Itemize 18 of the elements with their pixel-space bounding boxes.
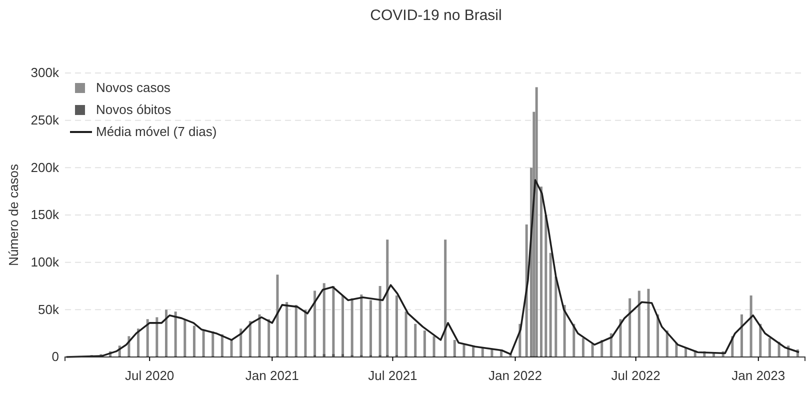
legend-label: Novos óbitos <box>96 102 172 117</box>
y-tick-label: 150k <box>30 207 60 222</box>
x-tick-label: Jul 2020 <box>125 368 174 384</box>
x-tick-label: Jan 2021 <box>245 368 299 384</box>
chart-title: COVID-19 no Brasil <box>370 7 502 24</box>
x-tick-label: Jul 2022 <box>611 368 660 384</box>
y-tick-label: 200k <box>30 160 60 175</box>
x-tick-label: Jan 2023 <box>732 368 786 384</box>
x-tick-label: Jul 2021 <box>368 368 418 384</box>
y-tick-label: 50k <box>38 302 60 317</box>
x-tick-label: Jan 2022 <box>488 368 542 384</box>
y-axis-title: Número de casos <box>6 164 21 266</box>
legend-label: Novos casos <box>96 80 171 95</box>
y-tick-label: 100k <box>30 254 60 270</box>
y-tick-label: 300k <box>30 65 60 80</box>
y-tick-label: 0 <box>52 349 59 364</box>
legend-label: Média móvel (7 dias) <box>96 124 217 139</box>
y-tick-label: 250k <box>30 112 60 128</box>
